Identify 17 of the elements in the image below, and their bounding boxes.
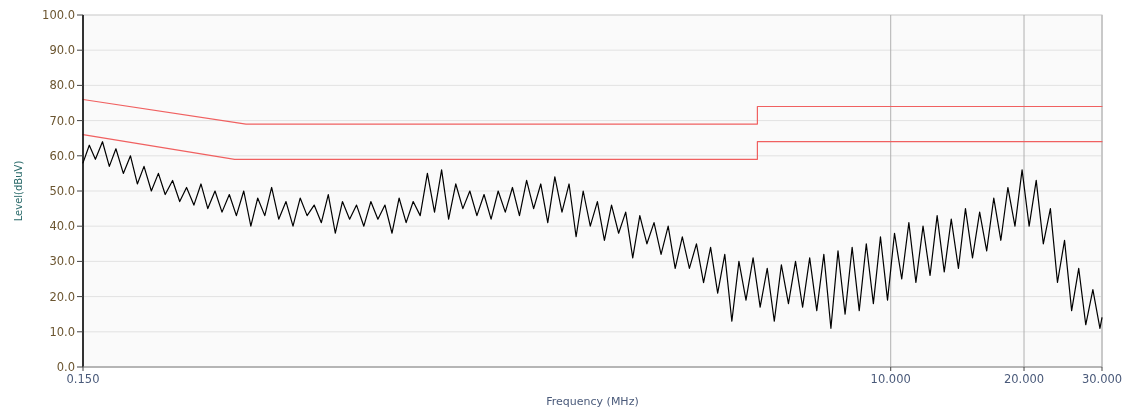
y-tick-label: 20.0 bbox=[49, 289, 75, 304]
y-tick-label: 10.0 bbox=[49, 324, 75, 339]
x-tick-label: 30.000 bbox=[1081, 372, 1123, 386]
y-tick-label: 100.0 bbox=[42, 8, 75, 23]
x-axis-title: Frequency (MHz) bbox=[546, 395, 639, 408]
y-tick-label: 50.0 bbox=[49, 184, 75, 199]
y-tick-label: 30.0 bbox=[49, 254, 75, 269]
x-tick-label: 10.000 bbox=[870, 372, 911, 386]
x-tick-label: 20.000 bbox=[1003, 372, 1045, 386]
y-tick-label: 60.0 bbox=[49, 148, 75, 163]
y-tick-label: 40.0 bbox=[49, 219, 75, 234]
y-tick-label: 70.0 bbox=[49, 113, 75, 128]
x-tick-label: 0.150 bbox=[66, 372, 100, 386]
y-tick-label: 90.0 bbox=[49, 43, 75, 58]
y-axis-title: Level(dBuV) bbox=[13, 160, 24, 222]
y-tick-label: 0.0 bbox=[56, 360, 75, 375]
y-tick-label: 80.0 bbox=[49, 78, 75, 93]
